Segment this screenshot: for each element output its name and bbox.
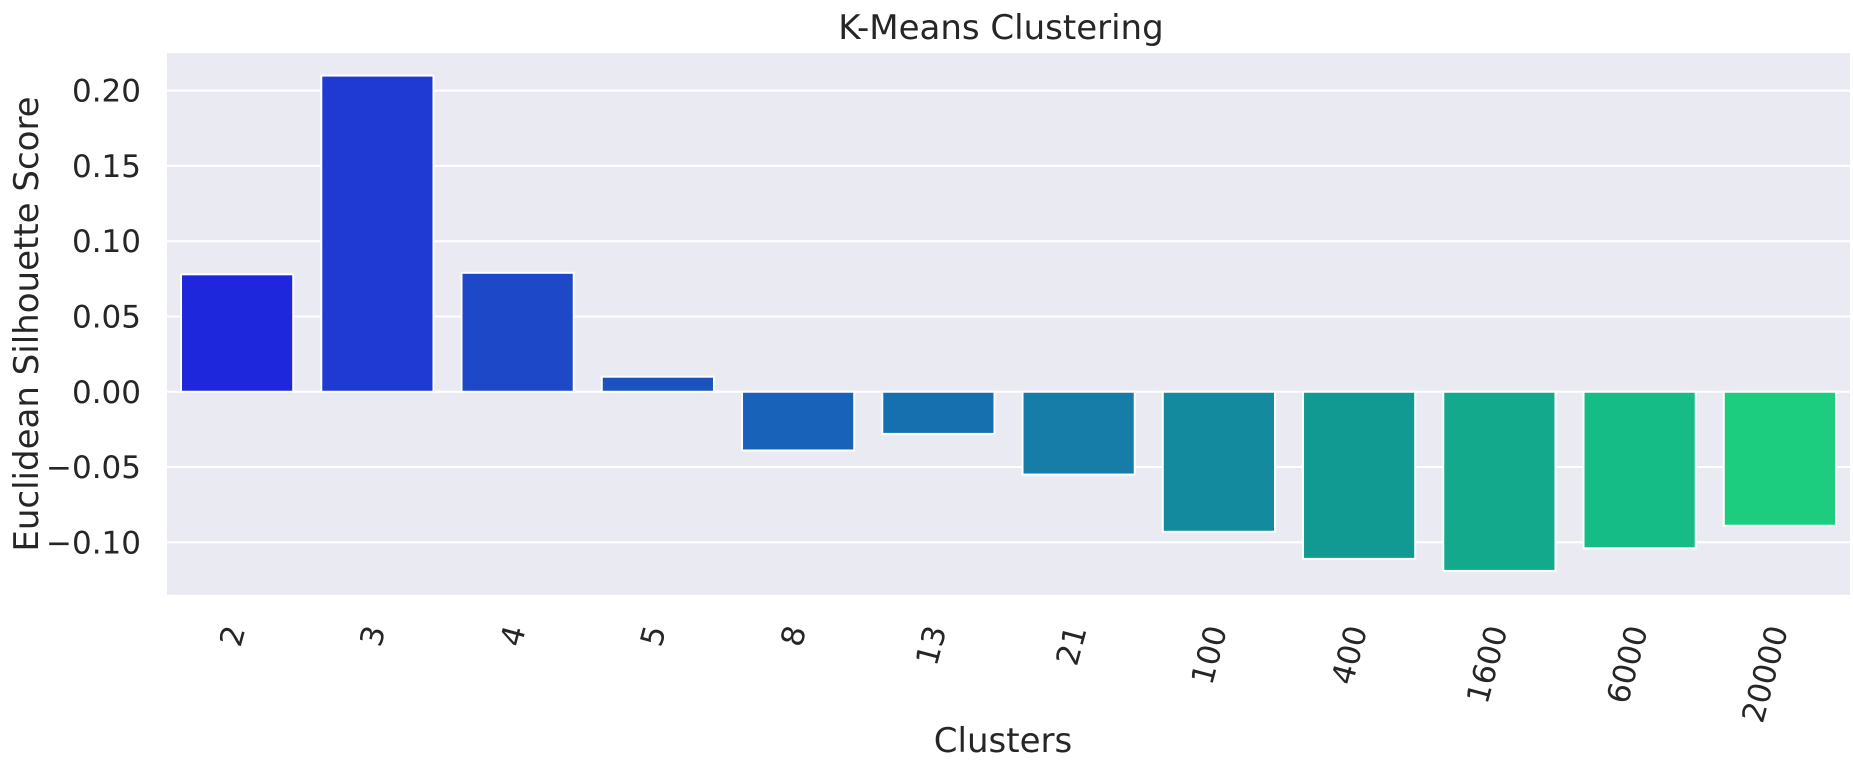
bar-13 bbox=[881, 390, 996, 435]
y-tick-label: 0.10 bbox=[72, 224, 141, 260]
x-tick-label: 400 bbox=[1325, 622, 1375, 688]
plot-area bbox=[167, 53, 1850, 595]
x-tick-label: 20000 bbox=[1736, 622, 1796, 727]
y-tick-label: 0.05 bbox=[72, 299, 141, 335]
bar-2 bbox=[180, 273, 295, 393]
x-tick-label: 8 bbox=[774, 622, 814, 650]
y-tick-labels: 0.20 0.15 0.10 0.05 0.00 −0.05 −0.10 bbox=[46, 74, 141, 562]
bar-5 bbox=[600, 375, 715, 393]
bar-100 bbox=[1161, 390, 1276, 533]
x-axis-label: Clusters bbox=[934, 721, 1072, 761]
x-tick-labels: 2 3 4 5 8 13 21 100 400 1600 6000 20000 bbox=[213, 622, 1796, 727]
y-tick-label: −0.10 bbox=[46, 525, 141, 561]
y-axis-label: Euclidean Silhouette Score bbox=[7, 96, 47, 551]
bar-4 bbox=[460, 271, 575, 393]
bar-6000 bbox=[1582, 390, 1697, 550]
grid-layer bbox=[167, 89, 1850, 544]
x-tick-label: 1600 bbox=[1460, 622, 1515, 708]
y-tick-label: 0.00 bbox=[72, 375, 141, 411]
x-tick-label: 4 bbox=[494, 622, 534, 650]
bar-3 bbox=[320, 74, 435, 393]
bar-20000 bbox=[1722, 390, 1837, 527]
x-tick-label: 13 bbox=[909, 622, 954, 669]
chart-title: K-Means Clustering bbox=[838, 8, 1163, 48]
bar-21 bbox=[1021, 390, 1136, 476]
y-tick-label: 0.20 bbox=[72, 74, 141, 110]
bar-400 bbox=[1302, 390, 1417, 560]
x-tick-label: 100 bbox=[1185, 622, 1235, 688]
x-tick-label: 3 bbox=[353, 622, 393, 650]
x-tick-label: 2 bbox=[213, 622, 253, 650]
y-tick-label: 0.15 bbox=[72, 149, 141, 185]
x-tick-label: 6000 bbox=[1600, 622, 1655, 708]
x-tick-label: 21 bbox=[1050, 622, 1095, 669]
x-tick-label: 5 bbox=[634, 622, 674, 650]
bar-layer bbox=[180, 74, 1837, 572]
bar-1600 bbox=[1442, 390, 1557, 572]
bar-8 bbox=[741, 390, 856, 452]
y-tick-label: −0.05 bbox=[46, 450, 141, 486]
